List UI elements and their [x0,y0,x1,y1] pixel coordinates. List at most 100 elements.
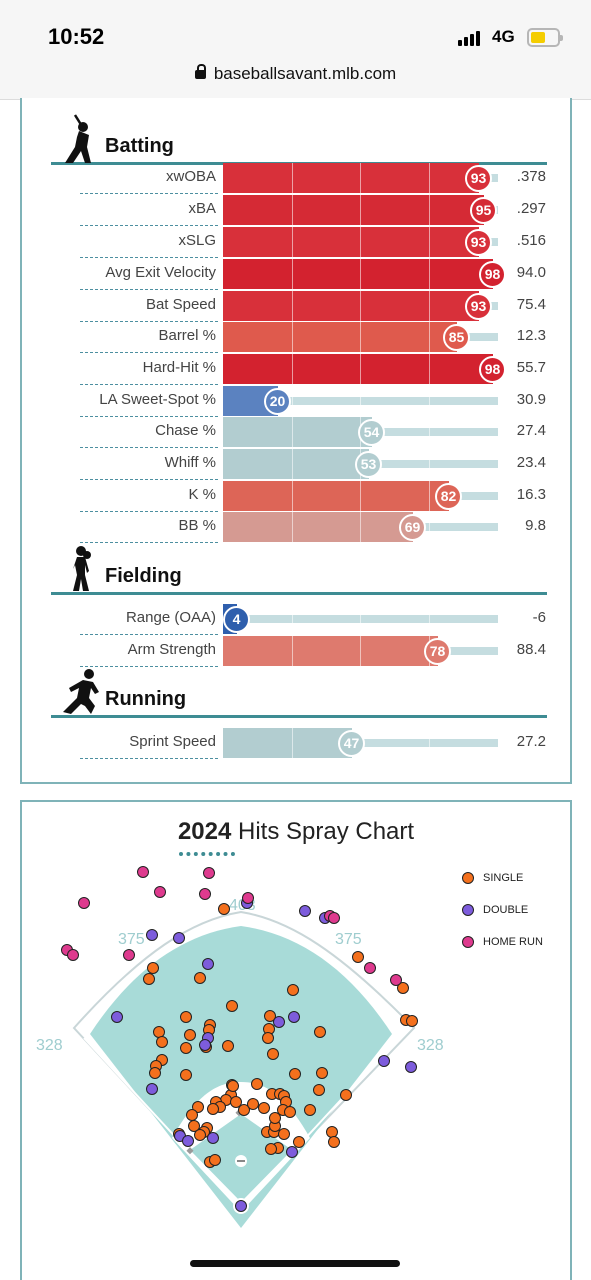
hit-marker-hr [390,974,402,986]
stat-row[interactable]: Arm Strength 78 88.4 [22,636,570,667]
stat-row[interactable]: Avg Exit Velocity 98 94.0 [22,259,570,290]
hit-marker-hr [328,912,340,924]
hit-marker-hr [199,888,211,900]
hit-marker-single [326,1126,338,1138]
legend-item: SINGLE [462,870,582,890]
percentile-badge: 82 [435,483,462,510]
hit-marker-double [273,1016,285,1028]
stat-row[interactable]: Hard-Hit % 98 55.7 [22,354,570,385]
hit-marker-single [293,1136,305,1148]
hit-marker-double [235,1200,247,1212]
spray-chart-panel: 2024 Hits Spray Chart 403 375 375 328 32… [20,800,572,1280]
hit-marker-single [397,982,409,994]
hit-marker-single [184,1029,196,1041]
hit-marker-single [262,1032,274,1044]
row-divider [80,289,218,290]
percentile-badge: 4 [223,606,250,633]
hit-marker-hr [242,892,254,904]
url-text: baseballsavant.mlb.com [213,64,397,83]
legend-label: HOME RUN [483,936,543,948]
percentile-badge: 69 [399,514,426,541]
stat-label: Bat Speed [145,296,216,313]
title-underline [179,852,235,856]
hit-marker-single [188,1120,200,1132]
stat-row[interactable]: Sprint Speed 47 27.2 [22,728,570,759]
hit-marker-double [182,1135,194,1147]
stat-row[interactable]: Chase % 54 27.4 [22,417,570,448]
percentile-badge: 54 [358,419,385,446]
stat-label: xwOBA [165,168,216,185]
legend-item: HOME RUN [462,934,582,954]
percentile-bar [223,195,484,225]
percentile-badge: 47 [338,730,365,757]
distance-right-line: 328 [417,1037,444,1054]
stat-value: -6 [532,609,546,626]
hit-marker-single [156,1036,168,1048]
percentile-badge: 93 [465,165,492,192]
hit-marker-hr [364,962,376,974]
stat-row[interactable]: K % 82 16.3 [22,481,570,512]
stat-row[interactable]: xwOBA 93 .378 [22,163,570,194]
address-bar[interactable]: baseballsavant.mlb.com [0,64,591,84]
hit-marker-double [146,1083,158,1095]
percentile-badge: 53 [355,451,382,478]
section-title: Fielding [105,565,182,587]
hit-marker-double [288,1011,300,1023]
stat-value: 23.4 [516,454,546,471]
percentile-bar [223,728,352,758]
section-running: Running [51,669,547,718]
stat-row[interactable]: Range (OAA) 4 -6 [22,604,570,635]
section-batting: Batting [51,114,547,165]
stat-row[interactable]: BB % 69 9.8 [22,512,570,543]
stat-row[interactable]: LA Sweet-Spot % 20 30.9 [22,386,570,417]
stat-value: 27.2 [516,733,546,750]
percentile-rankings-panel: Batting xwOBA 93 .378 xBA 95 .297 xSLG 93 .516 Avg… [20,98,572,784]
hit-marker-double [378,1055,390,1067]
hit-marker-single [247,1098,259,1110]
hit-marker-single [194,972,206,984]
clock: 10:52 [48,24,105,49]
percentile-bar [223,354,493,384]
percentile-badge: 93 [465,293,492,320]
hit-marker-single [314,1026,326,1038]
legend-dot [462,872,474,884]
batter-silhouette-icon [65,114,91,163]
row-divider [80,758,218,759]
hit-marker-single [153,1026,165,1038]
stat-row[interactable]: xSLG 93 .516 [22,227,570,258]
hit-marker-single [406,1015,418,1027]
hit-marker-single [143,973,155,985]
distance-left-line: 328 [36,1037,63,1054]
runner-silhouette-icon [63,669,99,714]
hit-marker-single [313,1084,325,1096]
hit-marker-single [265,1143,277,1155]
legend-dot [462,904,474,916]
home-indicator[interactable] [190,1260,400,1267]
row-divider [80,447,218,448]
hit-marker-single [258,1102,270,1114]
stat-value: .516 [516,232,546,249]
network-type: 4G [492,27,515,46]
hit-marker-single [284,1106,296,1118]
stat-row[interactable]: Bat Speed 93 75.4 [22,291,570,322]
stat-label: LA Sweet-Spot % [99,391,216,408]
hit-marker-single [287,984,299,996]
stat-value: 27.4 [516,422,546,439]
percentile-badge: 95 [470,197,497,224]
percentile-bar [223,417,372,447]
stat-row[interactable]: Barrel % 85 12.3 [22,322,570,353]
percentile-badge: 98 [479,261,506,288]
stat-value: 75.4 [516,296,546,313]
stat-label: xBA [188,200,216,217]
row-divider [80,321,218,322]
stat-row[interactable]: xBA 95 .297 [22,195,570,226]
fielder-silhouette-icon [73,546,91,591]
hit-marker-double [111,1011,123,1023]
percentile-badge: 78 [424,638,451,665]
hit-marker-double [146,929,158,941]
stat-value: .378 [516,168,546,185]
section-fielding: Fielding [51,546,547,595]
hit-marker-hr [123,949,135,961]
row-divider [80,542,218,543]
stat-row[interactable]: Whiff % 53 23.4 [22,449,570,480]
